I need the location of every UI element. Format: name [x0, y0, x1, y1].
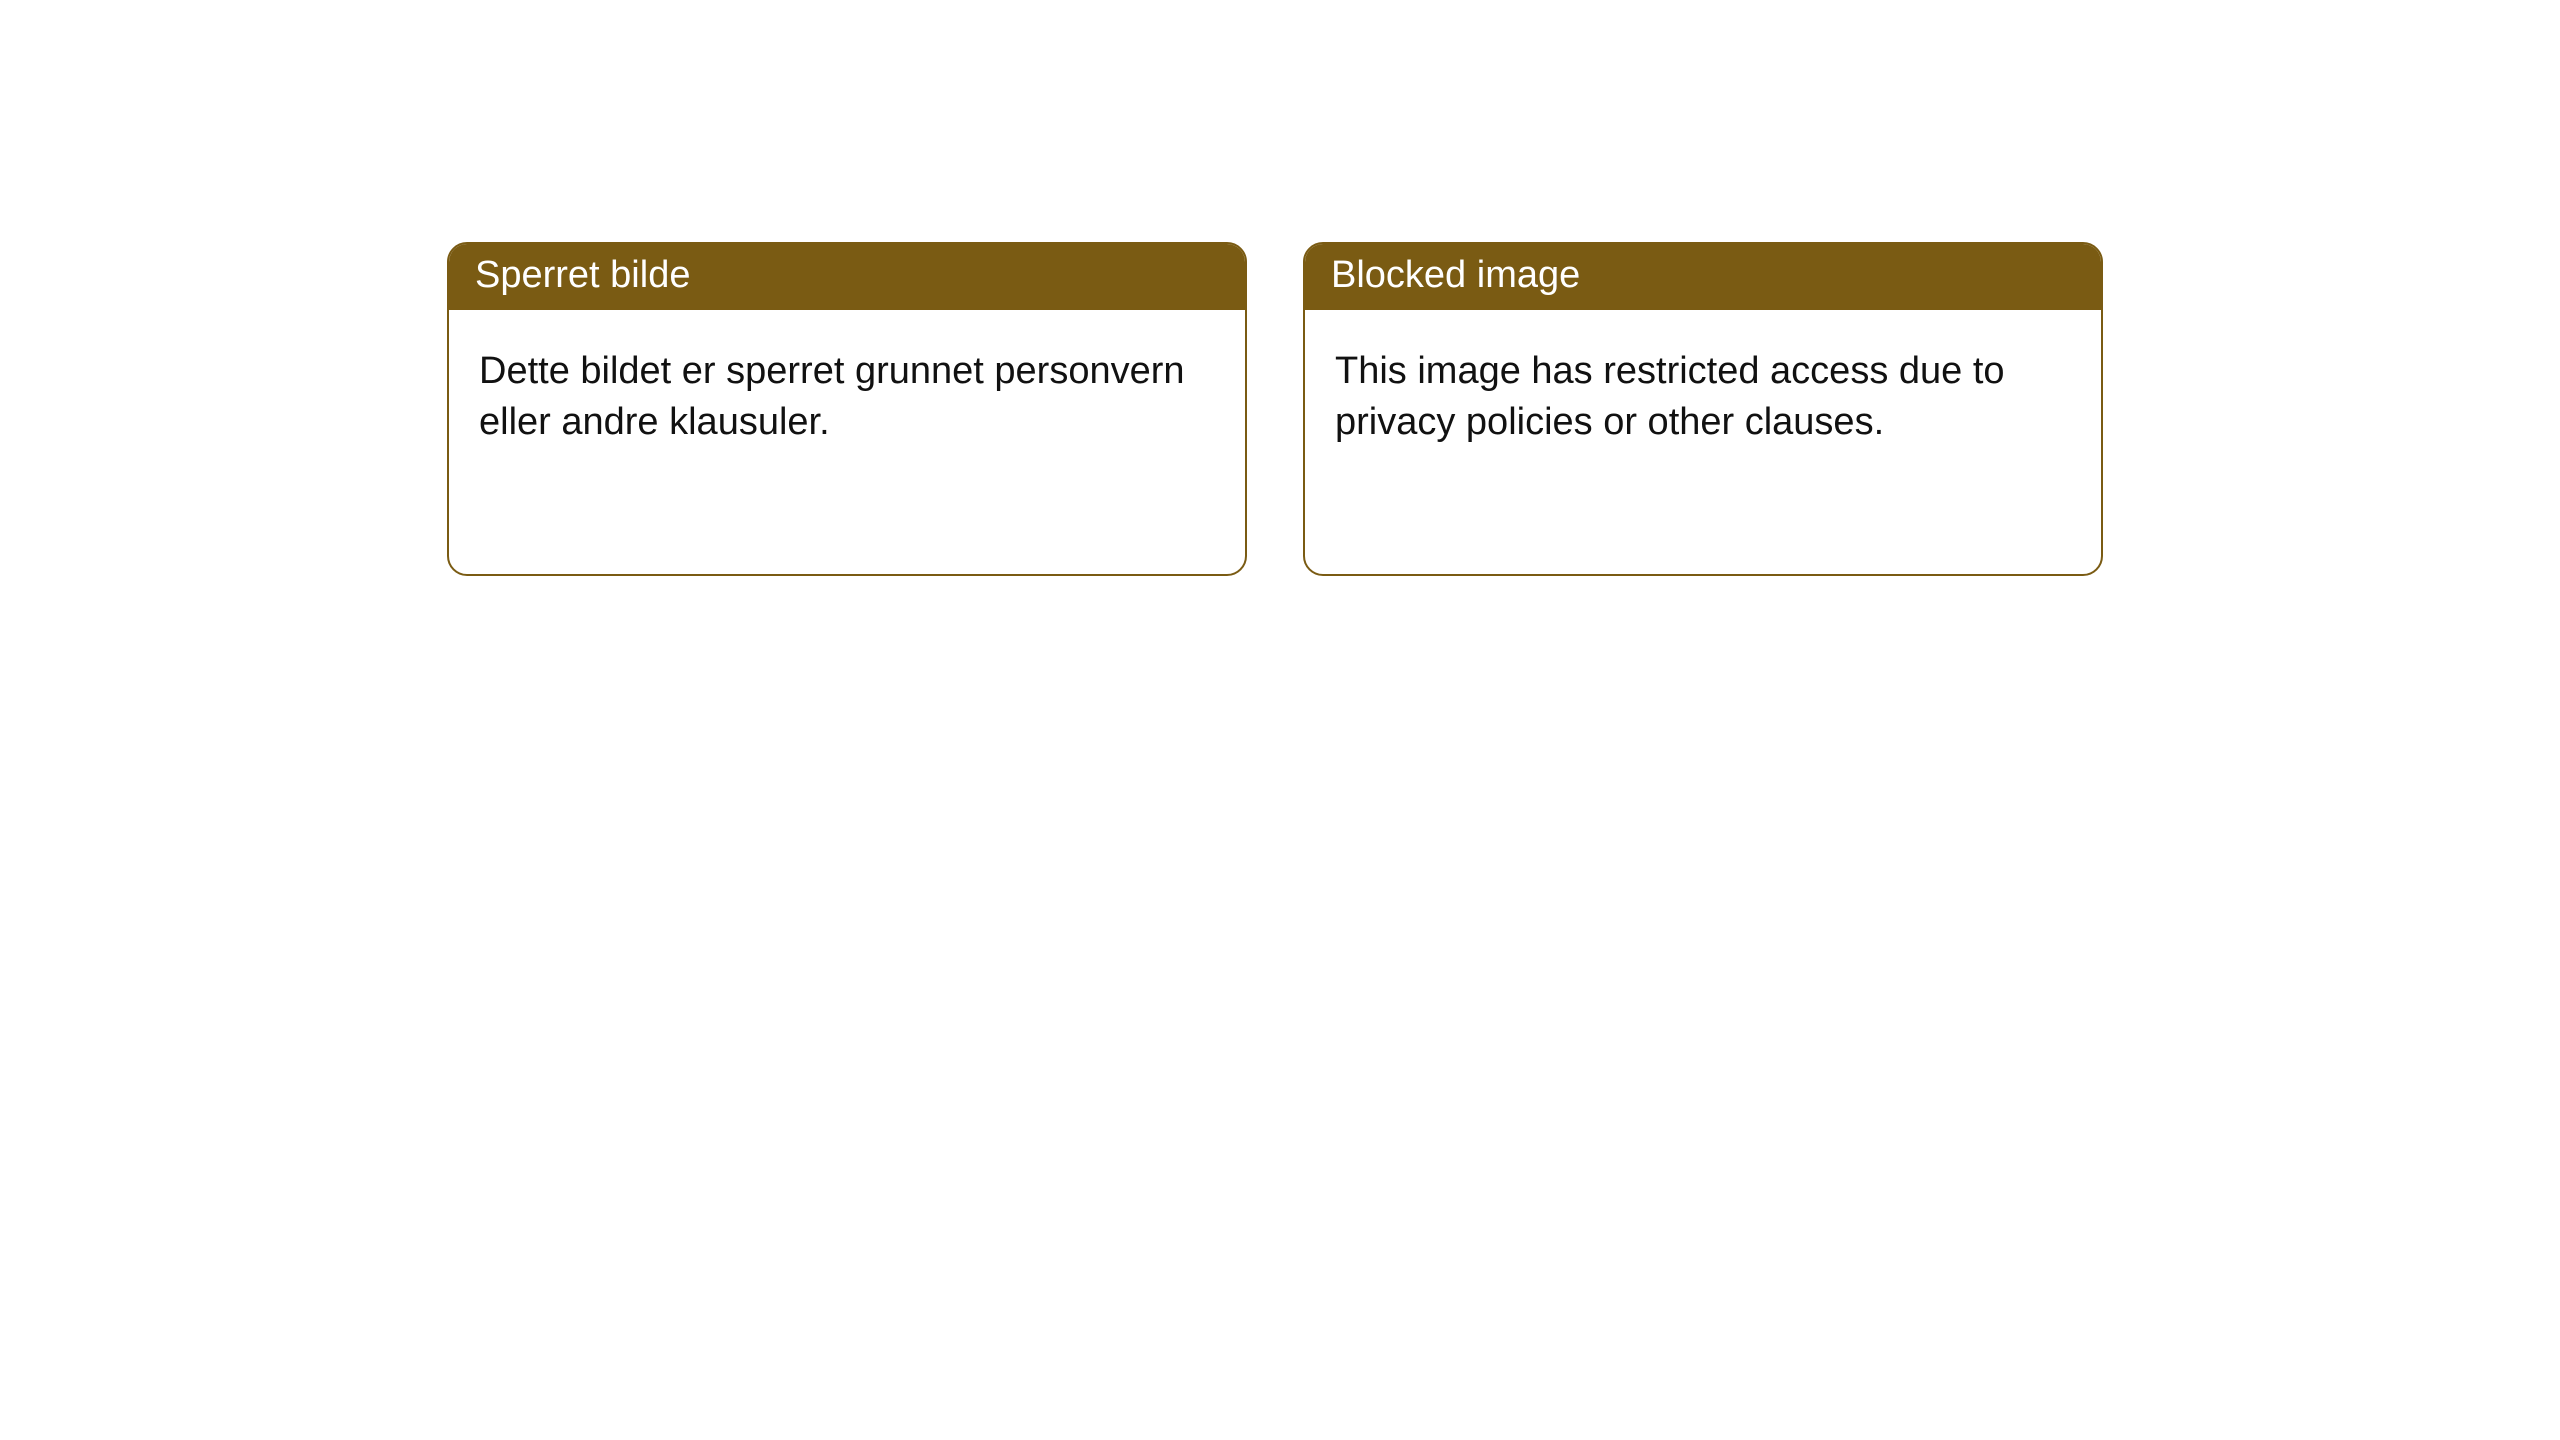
notice-cards-row: Sperret bilde Dette bildet er sperret gr…: [0, 0, 2560, 576]
notice-card-english: Blocked image This image has restricted …: [1303, 242, 2103, 576]
notice-card-norwegian: Sperret bilde Dette bildet er sperret gr…: [447, 242, 1247, 576]
notice-card-body: This image has restricted access due to …: [1305, 310, 2101, 473]
notice-card-title: Sperret bilde: [449, 244, 1245, 310]
notice-card-body: Dette bildet er sperret grunnet personve…: [449, 310, 1245, 473]
notice-card-title: Blocked image: [1305, 244, 2101, 310]
